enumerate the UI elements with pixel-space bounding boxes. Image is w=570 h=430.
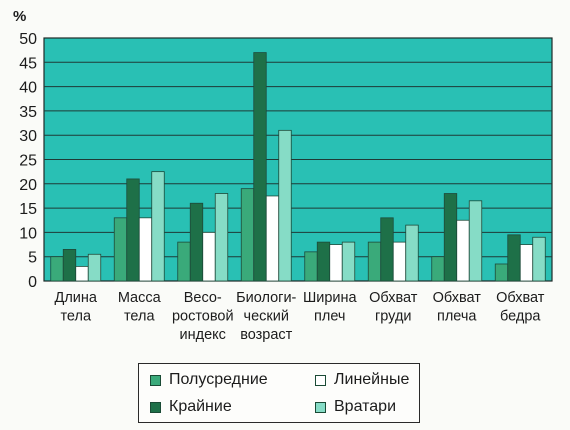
bar	[329, 244, 343, 282]
x-tick-label: Обхват плеча	[433, 290, 482, 325]
bar-group	[50, 249, 102, 282]
y-tick-label: 5	[28, 250, 37, 267]
legend-item-krainie: Крайние	[150, 398, 232, 416]
bar-group	[177, 193, 229, 282]
bar	[240, 188, 255, 282]
y-tick-label: 0	[28, 274, 37, 291]
bar	[392, 241, 407, 282]
legend-label: Крайние	[169, 398, 232, 415]
bar	[456, 219, 470, 282]
bar	[468, 200, 483, 282]
legend-label: Полусредние	[169, 371, 268, 388]
legend-swatch	[315, 374, 326, 386]
bar	[367, 241, 382, 282]
legend: Полусредние Линейные Крайние Вратари	[138, 363, 420, 423]
bar	[113, 217, 128, 282]
y-tick-label: 35	[19, 104, 37, 121]
bar	[138, 217, 153, 282]
x-tick-label: Весо-ростовой индекс	[172, 290, 234, 343]
x-tick-label: Обхват груди	[369, 290, 418, 325]
bar-group	[494, 234, 546, 282]
bar-groups	[50, 52, 546, 282]
bar	[202, 231, 216, 282]
x-tick-label: Масса тела	[118, 290, 162, 325]
bar-group	[367, 217, 419, 282]
y-tick-label: 25	[19, 153, 37, 170]
bar	[519, 244, 534, 282]
bar	[87, 253, 102, 282]
bar	[341, 241, 356, 282]
bar	[532, 236, 546, 282]
bar	[214, 193, 229, 282]
bar	[443, 193, 458, 282]
bar	[126, 178, 140, 282]
bar	[151, 171, 165, 282]
bar-group	[113, 171, 165, 282]
bar	[507, 234, 521, 282]
x-tick-label: Длина тела	[55, 290, 98, 325]
legend-swatch	[150, 401, 161, 413]
legend-item-vratari: Вратари	[315, 398, 396, 416]
y-tick-label: 20	[19, 177, 37, 194]
y-tick-label: 40	[19, 80, 37, 97]
x-tick-label: Обхват бедра	[496, 290, 545, 325]
x-tick-label: Биологи-ческий возраст	[236, 290, 296, 343]
y-axis-unit-label: %	[13, 8, 26, 25]
bar	[316, 241, 331, 282]
bar-group	[304, 241, 356, 282]
bar	[304, 251, 318, 282]
bar	[405, 224, 419, 282]
bar	[189, 202, 204, 282]
x-tick-label: Ширина плеч	[303, 290, 358, 325]
bar	[431, 256, 445, 282]
bar-group	[431, 193, 483, 282]
y-tick-label: 45	[19, 55, 37, 72]
y-tick-label: 50	[19, 31, 37, 48]
bar-chart: % 0 5 10 15 20 25 30 35 40 45 50 Длина тела Масса тел…	[13, 8, 553, 343]
bar	[253, 52, 267, 282]
legend-item-polusrednie: Полусредние	[150, 371, 268, 389]
y-tick-label: 10	[19, 225, 37, 242]
bar	[278, 129, 292, 282]
bar	[380, 217, 394, 282]
bar	[494, 263, 509, 282]
bar	[177, 241, 191, 282]
legend-swatch	[315, 401, 326, 413]
bar-group	[240, 52, 292, 282]
y-tick-label: 30	[19, 128, 37, 145]
legend-item-lineynye: Линейные	[315, 371, 409, 389]
legend-swatch	[150, 374, 161, 386]
bar	[75, 266, 89, 282]
bar	[62, 249, 77, 282]
x-axis-labels: Длина тела Масса тела Весо-ростовой индексБио…	[55, 290, 545, 343]
y-tick-label: 15	[19, 201, 37, 218]
legend-label: Линейные	[334, 371, 410, 388]
bar	[265, 195, 280, 282]
legend-label: Вратари	[334, 398, 396, 415]
bar	[50, 256, 64, 282]
y-axis-ticks: 0 5 10 15 20 25 30 35 40 45 50	[19, 31, 37, 291]
